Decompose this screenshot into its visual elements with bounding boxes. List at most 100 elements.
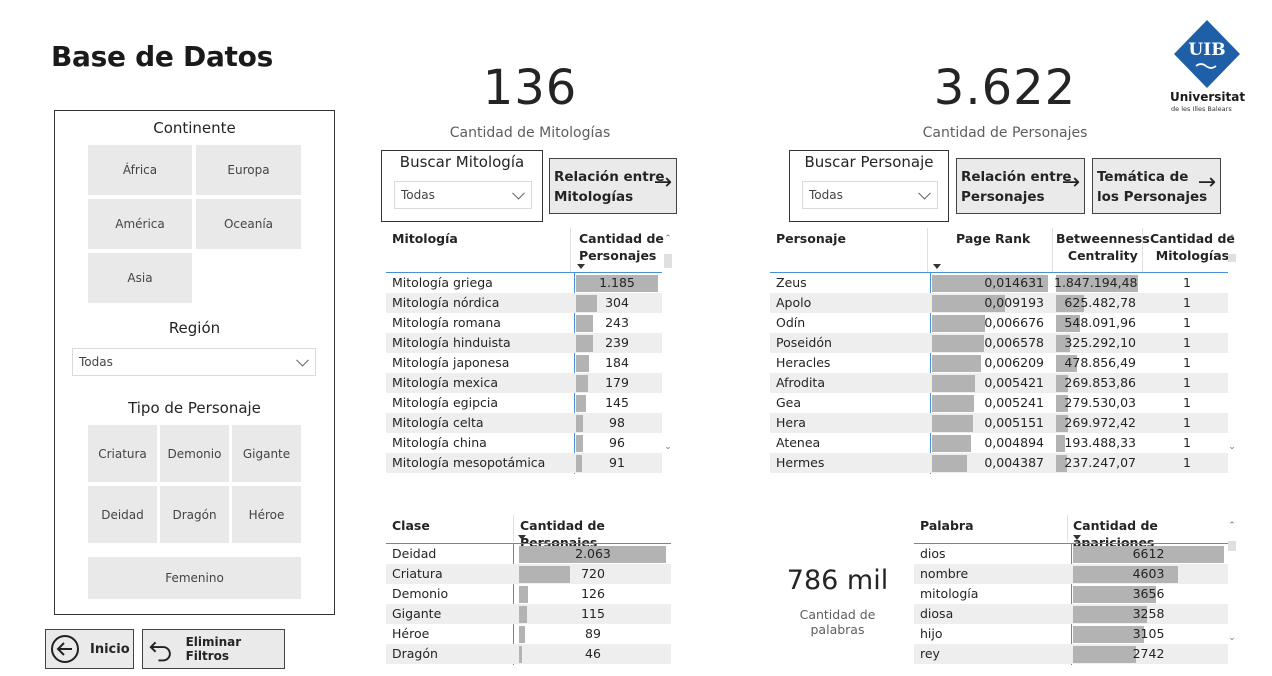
- scroll-up-icon[interactable]: ⌃: [1228, 234, 1236, 244]
- table-row[interactable]: Poseidón 0,006578 325.292,10 1: [770, 333, 1228, 353]
- cantidad-mitologias-value: 1: [1183, 455, 1191, 470]
- betweenness-bar: [1056, 275, 1138, 292]
- table-row[interactable]: Mitología mesopotámica 91: [386, 453, 662, 473]
- betweenness-bar: [1056, 415, 1068, 432]
- inicio-button[interactable]: Inicio: [45, 629, 134, 669]
- tipo-heroe[interactable]: Héroe: [232, 486, 301, 543]
- table-row[interactable]: Criatura 720: [386, 564, 671, 584]
- col-mitologia-header[interactable]: Mitología: [392, 231, 458, 246]
- row-value: 46: [585, 646, 601, 661]
- table-row[interactable]: Mitología romana 243: [386, 313, 662, 333]
- row-value: 179: [605, 375, 629, 390]
- table-row[interactable]: Mitología nórdica 304: [386, 293, 662, 313]
- betweenness-value: 625.482,78: [1064, 295, 1136, 310]
- table-row[interactable]: Héroe 89: [386, 624, 671, 644]
- table-row[interactable]: diosa 3258: [914, 604, 1228, 624]
- scroll-up-icon[interactable]: ⌃: [664, 234, 672, 244]
- table-row[interactable]: Mitología celta 98: [386, 413, 662, 433]
- scroll-up-icon[interactable]: ⌃: [1228, 521, 1236, 531]
- scroll-down-icon[interactable]: ⌄: [1228, 633, 1236, 643]
- table-row[interactable]: Mitología griega 1.185: [386, 273, 662, 293]
- pagerank-value: 0,014631: [984, 275, 1044, 290]
- row-name: Mitología japonesa: [392, 355, 510, 370]
- table-row[interactable]: Gigante 115: [386, 604, 671, 624]
- scrollbar-thumb[interactable]: [1228, 541, 1236, 551]
- betweenness-bar: [1056, 455, 1067, 472]
- scrollbar-thumb[interactable]: [1228, 254, 1236, 262]
- pagerank-value: 0,004387: [984, 455, 1044, 470]
- pagerank-value: 0,006676: [984, 315, 1044, 330]
- arrow-right-icon: →: [1061, 170, 1080, 195]
- continente-oceania[interactable]: Oceanía: [196, 199, 301, 249]
- table-row[interactable]: Mitología japonesa 184: [386, 353, 662, 373]
- table-row[interactable]: Demonio 126: [386, 584, 671, 604]
- tematica-personajes-button[interactable]: Temática de los Personajes →: [1092, 158, 1221, 214]
- region-dropdown[interactable]: Todas: [72, 348, 316, 376]
- table-row[interactable]: dios 6612: [914, 544, 1228, 564]
- continente-africa[interactable]: África: [88, 145, 192, 195]
- pagerank-bar: [932, 395, 974, 412]
- table-row[interactable]: Mitología egipcia 145: [386, 393, 662, 413]
- table-row[interactable]: Gea 0,005241 279.530,03 1: [770, 393, 1228, 413]
- table-row[interactable]: Mitología hinduista 239: [386, 333, 662, 353]
- table-row[interactable]: Hermes 0,004387 237.247,07 1: [770, 453, 1228, 473]
- sort-desc-icon: [1073, 535, 1081, 540]
- row-value: 96: [609, 435, 625, 450]
- table-row[interactable]: Afrodita 0,005421 269.853,86 1: [770, 373, 1228, 393]
- tipo-femenino[interactable]: Femenino: [88, 557, 301, 599]
- col-clase-header[interactable]: Clase: [392, 518, 430, 533]
- continente-asia[interactable]: Asia: [88, 253, 192, 303]
- table-row[interactable]: Mitología china 96: [386, 433, 662, 453]
- kpi-palabras-value: 786 mil: [786, 565, 889, 596]
- row-name: Mitología nórdica: [392, 295, 500, 310]
- betweenness-value: 237.247,07: [1064, 455, 1136, 470]
- buscar-mitologia-dropdown[interactable]: Todas: [394, 181, 532, 209]
- pagerank-value: 0,009193: [984, 295, 1044, 310]
- row-value: 184: [605, 355, 629, 370]
- col-cantidad-mitologias-header[interactable]: Cantidad de Mitologías: [1150, 230, 1235, 264]
- cantidad-mitologias-value: 1: [1183, 295, 1191, 310]
- col-pagerank-header[interactable]: Page Rank: [956, 231, 1031, 246]
- table-row[interactable]: hijo 3105: [914, 624, 1228, 644]
- col-palabra-header[interactable]: Palabra: [920, 518, 974, 533]
- tipo-gigante[interactable]: Gigante: [232, 425, 301, 482]
- row-name: rey: [920, 646, 940, 661]
- tipo-deidad[interactable]: Deidad: [88, 486, 157, 543]
- table-row[interactable]: Odín 0,006676 548.091,96 1: [770, 313, 1228, 333]
- table-row[interactable]: Hera 0,005151 269.972,42 1: [770, 413, 1228, 433]
- relacion-personajes-button[interactable]: Relación entre Personajes →: [956, 158, 1085, 214]
- region-title: Región: [168, 319, 221, 337]
- tipo-dragon[interactable]: Dragón: [160, 486, 229, 543]
- tipo-criatura[interactable]: Criatura: [88, 425, 157, 482]
- cantidad-mitologias-value: 1: [1183, 395, 1191, 410]
- table-row[interactable]: rey 2742: [914, 644, 1228, 664]
- relacion-mitologias-button[interactable]: Relación entre Mitologías →: [549, 158, 677, 214]
- continente-america[interactable]: América: [88, 199, 192, 249]
- scroll-down-icon[interactable]: ⌄: [1228, 442, 1236, 452]
- table-row[interactable]: Atenea 0,004894 193.488,33 1: [770, 433, 1228, 453]
- col-cantidad-personajes-header[interactable]: Cantidad de Personajes: [579, 230, 664, 264]
- row-bar: [576, 355, 589, 372]
- table-row[interactable]: nombre 4603: [914, 564, 1228, 584]
- mitologias-table: Mitología Cantidad de Personajes Mitolog…: [386, 228, 676, 474]
- row-value: 3258: [1132, 606, 1165, 621]
- pagerank-bar: [932, 435, 971, 452]
- table-row[interactable]: Dragón 46: [386, 644, 671, 664]
- scrollbar-thumb[interactable]: [664, 254, 672, 268]
- table-row[interactable]: Zeus 0,014631 1.847.194,48 1: [770, 273, 1228, 293]
- continente-europa[interactable]: Europa: [196, 145, 301, 195]
- buscar-personaje-dropdown[interactable]: Todas: [802, 181, 938, 209]
- tipo-demonio[interactable]: Demonio: [160, 425, 229, 482]
- scroll-down-icon[interactable]: ⌄: [664, 442, 672, 452]
- table-row[interactable]: Mitología mexica 179: [386, 373, 662, 393]
- table-row[interactable]: Apolo 0,009193 625.482,78 1: [770, 293, 1228, 313]
- col-personaje-header[interactable]: Personaje: [776, 231, 846, 246]
- eliminar-filtros-button[interactable]: Eliminar Filtros: [142, 629, 285, 669]
- table-row[interactable]: Deidad 2.063: [386, 544, 671, 564]
- relacion-mitologias-line1: Relación entre: [554, 169, 665, 185]
- col-betweenness-header[interactable]: Betweenness Centrality: [1056, 230, 1150, 264]
- table-row[interactable]: mitología 3656: [914, 584, 1228, 604]
- table-row[interactable]: Heracles 0,006209 478.856,49 1: [770, 353, 1228, 373]
- row-bar: [519, 586, 528, 603]
- row-name: Mitología mesopotámica: [392, 455, 546, 470]
